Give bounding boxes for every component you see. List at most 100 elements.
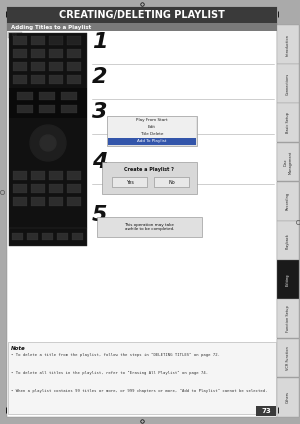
Bar: [49, 49, 63, 58]
Bar: [31, 197, 45, 206]
Bar: [107, 116, 197, 146]
Bar: [108, 138, 196, 145]
Bar: [49, 75, 63, 84]
Bar: [13, 171, 27, 180]
Bar: [277, 182, 299, 220]
Bar: [44, 151, 52, 159]
Text: No: No: [168, 179, 175, 184]
Bar: [277, 25, 299, 64]
Text: Play From Start: Play From Start: [136, 118, 168, 122]
Circle shape: [30, 125, 66, 161]
Bar: [277, 64, 299, 103]
Bar: [9, 118, 87, 168]
Bar: [13, 197, 27, 206]
Text: 73: 73: [261, 408, 271, 414]
Text: 2: 2: [92, 67, 107, 87]
Bar: [67, 171, 81, 180]
Bar: [13, 75, 27, 84]
Bar: [108, 131, 196, 137]
Bar: [277, 142, 299, 181]
Text: Disc
Management: Disc Management: [284, 151, 292, 174]
Text: Note: Note: [11, 346, 26, 351]
Bar: [49, 62, 63, 71]
Bar: [44, 127, 52, 135]
Bar: [256, 406, 276, 416]
Bar: [32, 139, 40, 147]
Bar: [31, 171, 45, 180]
Bar: [39, 105, 55, 113]
Bar: [277, 221, 299, 259]
Text: • When a playlist contains 99 titles or more, or 999 chapters or more, "Add to P: • When a playlist contains 99 titles or …: [11, 389, 268, 393]
Bar: [9, 228, 87, 246]
Bar: [67, 184, 81, 193]
Bar: [8, 342, 276, 414]
Circle shape: [40, 135, 56, 151]
Text: Adding Titles to a Playlist: Adding Titles to a Playlist: [11, 25, 91, 30]
Text: Introduction: Introduction: [286, 33, 290, 56]
Bar: [13, 49, 27, 58]
Text: • To delete all titles in the playlist, refer to "Erasing All Playlist" on page : • To delete all titles in the playlist, …: [11, 371, 208, 375]
Bar: [56, 139, 64, 147]
Bar: [7, 7, 277, 23]
Bar: [27, 233, 38, 240]
Bar: [17, 92, 33, 100]
Bar: [12, 233, 23, 240]
Text: Yes: Yes: [126, 179, 134, 184]
Text: Basic Setup: Basic Setup: [286, 112, 290, 134]
Bar: [108, 117, 196, 123]
Bar: [9, 33, 87, 228]
Bar: [277, 103, 299, 142]
Bar: [67, 62, 81, 71]
Bar: [8, 32, 22, 38]
Bar: [277, 339, 299, 377]
Bar: [277, 378, 299, 416]
Bar: [49, 171, 63, 180]
Bar: [31, 36, 45, 45]
Text: DVD: DVD: [12, 33, 18, 37]
Text: 1: 1: [92, 32, 107, 52]
Text: Others: Others: [286, 391, 290, 403]
Bar: [9, 88, 87, 118]
Bar: [154, 177, 189, 187]
Bar: [31, 184, 45, 193]
Bar: [67, 36, 81, 45]
Text: 5: 5: [92, 205, 107, 225]
Text: • To delete a title from the playlist, follow the steps in "DELETING TITLES" on : • To delete a title from the playlist, f…: [11, 353, 220, 357]
Bar: [17, 105, 33, 113]
Bar: [108, 124, 196, 131]
Bar: [31, 62, 45, 71]
Bar: [13, 184, 27, 193]
Bar: [67, 197, 81, 206]
Bar: [13, 36, 27, 45]
Text: 3: 3: [92, 102, 107, 122]
Bar: [112, 177, 147, 187]
Bar: [31, 75, 45, 84]
Text: Title Delete: Title Delete: [140, 132, 164, 136]
Bar: [42, 233, 53, 240]
Text: Editing: Editing: [286, 273, 290, 286]
Bar: [9, 168, 87, 228]
Bar: [72, 233, 83, 240]
Bar: [31, 49, 45, 58]
Text: Add To Playlist: Add To Playlist: [137, 139, 167, 143]
Bar: [67, 49, 81, 58]
Bar: [61, 92, 77, 100]
Bar: [277, 260, 299, 299]
Bar: [49, 36, 63, 45]
Bar: [7, 23, 277, 31]
Bar: [97, 217, 202, 237]
Bar: [13, 62, 27, 71]
Bar: [57, 233, 68, 240]
Text: Function Setup: Function Setup: [286, 306, 290, 332]
Bar: [49, 197, 63, 206]
Bar: [49, 184, 63, 193]
Bar: [67, 75, 81, 84]
Text: Playback: Playback: [286, 233, 290, 248]
Text: VCR Function: VCR Function: [286, 346, 290, 370]
Text: CREATING/DELETING PLAYLIST: CREATING/DELETING PLAYLIST: [59, 10, 225, 20]
Text: Connections: Connections: [286, 73, 290, 95]
Text: This operation may take
awhile to be completed.: This operation may take awhile to be com…: [124, 223, 174, 232]
Text: 4: 4: [92, 152, 107, 172]
Bar: [277, 299, 299, 338]
Bar: [102, 162, 197, 194]
